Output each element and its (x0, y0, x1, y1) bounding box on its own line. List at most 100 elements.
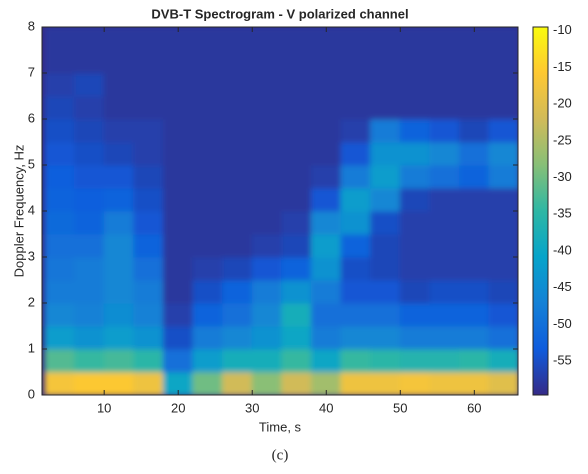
heatmap-cell (488, 72, 518, 97)
heatmap-cell (162, 164, 194, 189)
heatmap-cell (281, 27, 312, 51)
heatmap-cell (192, 164, 224, 189)
heatmap-cell (251, 371, 283, 395)
heatmap-cell (133, 141, 164, 166)
heatmap-cell (488, 187, 518, 212)
heatmap-cell (488, 279, 518, 304)
colorbar-tick-label: -40 (553, 242, 572, 257)
heatmap-cell (459, 279, 490, 304)
heatmap-cell (103, 95, 135, 120)
heatmap-cell (399, 348, 431, 373)
x-axis-label: Time, s (259, 419, 302, 434)
heatmap-cell (74, 302, 105, 327)
heatmap-cell (429, 210, 461, 235)
heatmap-cell (192, 233, 224, 258)
colorbar-tick-label: -15 (553, 59, 572, 74)
heatmap-cell (162, 279, 194, 304)
heatmap-cell (74, 210, 105, 235)
heatmap-cell (133, 325, 164, 350)
heatmap-cell (103, 187, 135, 212)
heatmap-cell (74, 141, 105, 166)
heatmap-cell (281, 348, 312, 373)
heatmap-cell (310, 187, 342, 212)
heatmap-cell (429, 49, 461, 74)
heatmap-cell (192, 118, 224, 143)
x-tick-label: 50 (393, 400, 407, 415)
heatmap-cell (103, 371, 135, 395)
heatmap-cell (310, 279, 342, 304)
heatmap-cell (399, 371, 431, 395)
heatmap-cell (370, 95, 401, 120)
heatmap-cell (251, 95, 283, 120)
heatmap-cell (399, 256, 431, 281)
heatmap-cell (399, 187, 431, 212)
heatmap-cell (192, 187, 224, 212)
heatmap-cell (103, 233, 135, 258)
heatmap-cell (488, 256, 518, 281)
heatmap-cell (370, 233, 401, 258)
heatmap-cell (222, 210, 253, 235)
heatmap-cell (103, 256, 135, 281)
heatmap-cell (44, 27, 76, 51)
heatmap-cell (281, 141, 312, 166)
heatmap-cell (281, 164, 312, 189)
caption: (c) (272, 447, 289, 463)
colorbar-tick-label: -55 (553, 353, 572, 368)
heatmap-cell (162, 233, 194, 258)
heatmap-cell (459, 256, 490, 281)
heatmap-cell (222, 325, 253, 350)
heatmap-cell (340, 49, 372, 74)
y-tick-label: 4 (28, 202, 35, 217)
heatmap-cell (222, 95, 253, 120)
heatmap-cell (399, 210, 431, 235)
heatmap-cell (192, 27, 224, 51)
heatmap-cell (399, 164, 431, 189)
heatmap-cell (222, 72, 253, 97)
heatmap-cell (162, 72, 194, 97)
heatmap-cell (310, 325, 342, 350)
heatmap-cell (310, 164, 342, 189)
heatmap-cell (459, 325, 490, 350)
heatmap-cell (103, 348, 135, 373)
heatmap-cell (310, 256, 342, 281)
heatmap-cell (459, 164, 490, 189)
heatmap-cell (103, 210, 135, 235)
y-tick-label: 8 (28, 18, 35, 33)
heatmap-cell (429, 164, 461, 189)
x-tick-label: 20 (171, 400, 185, 415)
heatmap-cell (133, 302, 164, 327)
heatmap-cell (310, 210, 342, 235)
heatmap-cell (281, 233, 312, 258)
heatmap-cell (74, 279, 105, 304)
heatmap-cell (429, 302, 461, 327)
heatmap-cell (281, 325, 312, 350)
heatmap-cell (44, 118, 76, 143)
y-tick-label: 1 (28, 340, 35, 355)
heatmap-cell (222, 233, 253, 258)
heatmap-cell (488, 348, 518, 373)
heatmap-cell (488, 302, 518, 327)
heatmap-cell (310, 233, 342, 258)
heatmap-cell (429, 279, 461, 304)
heatmap-cell (103, 279, 135, 304)
heatmap-cell (370, 187, 401, 212)
colorbar-tick-label: -35 (553, 206, 572, 221)
heatmap-cell (340, 141, 372, 166)
heatmap-cell (340, 302, 372, 327)
heatmap-cell (222, 371, 253, 395)
heatmap-cell (370, 279, 401, 304)
heatmap-cell (370, 302, 401, 327)
heatmap-cell (310, 118, 342, 143)
heatmap-cell (222, 49, 253, 74)
heatmap-cell (488, 118, 518, 143)
heatmap-cell (310, 141, 342, 166)
heatmap-cell (399, 95, 431, 120)
heatmap-cell (488, 141, 518, 166)
heatmap-cell (459, 210, 490, 235)
y-tick-label: 6 (28, 110, 35, 125)
heatmap-cell (370, 325, 401, 350)
heatmap-cell (399, 72, 431, 97)
heatmap-cell (370, 141, 401, 166)
heatmap-cell (251, 27, 283, 51)
